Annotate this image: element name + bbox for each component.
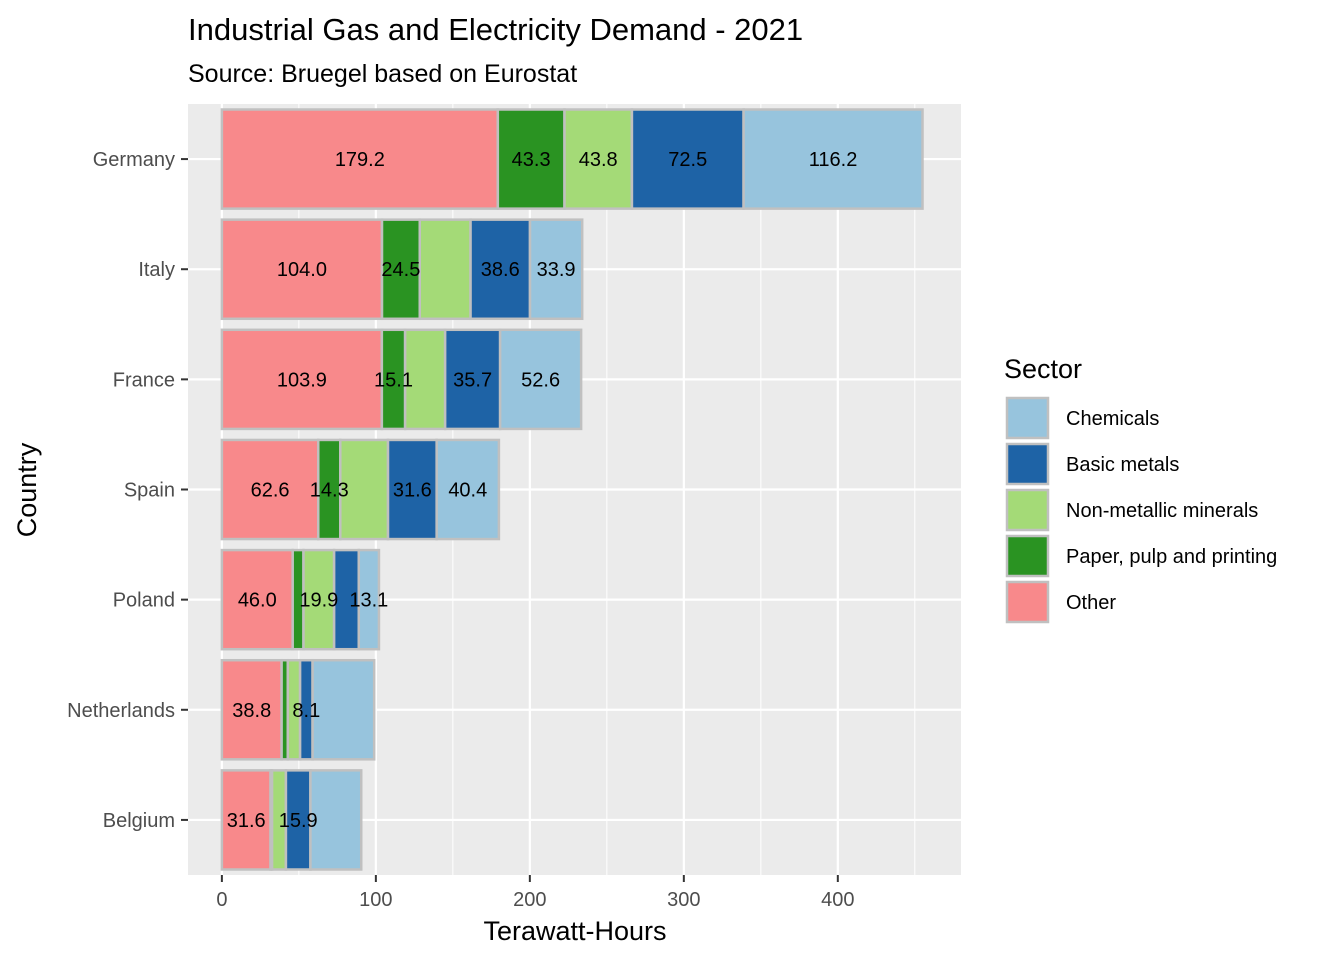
legend-label: Chemicals (1066, 408, 1159, 430)
y-tick-label: Poland (113, 590, 175, 612)
data-label: 38.6 (481, 259, 520, 281)
bar-segment (496, 108, 566, 210)
data-label: 46.0 (238, 590, 277, 612)
legend-key (1005, 580, 1050, 624)
data-label: 40.4 (448, 480, 487, 502)
bar-segment (220, 438, 320, 541)
data-label: 15.1 (374, 369, 413, 391)
bar-segment (220, 328, 384, 431)
y-tick-label: France (113, 369, 175, 391)
legend-label: Basic metals (1066, 454, 1179, 476)
data-label: 62.6 (251, 480, 290, 502)
data-label: 19.9 (299, 590, 338, 612)
data-label: 43.3 (512, 149, 551, 171)
data-label: 14.3 (310, 480, 349, 502)
legend-key (1005, 488, 1050, 532)
data-label: 104.0 (277, 259, 327, 281)
data-label: 43.8 (579, 149, 618, 171)
bar-segment (563, 108, 634, 210)
y-tick-label: Belgium (103, 810, 175, 832)
data-label: 179.2 (335, 149, 385, 171)
bar-segment (220, 769, 272, 871)
y-tick-label: Italy (138, 259, 175, 281)
chart-title: Industrial Gas and Electricity Demand - … (188, 12, 803, 47)
bar-segment (403, 328, 447, 431)
x-tick-label: 0 (216, 889, 227, 911)
data-labels-layer: 179.2 43.3 43.8 72.5 116.2 104.0 24.5 38.6 33.9 1… (227, 149, 858, 832)
y-axis-title: Country (12, 442, 42, 537)
data-label: 38.8 (232, 700, 271, 722)
legend-label: Other (1066, 592, 1116, 614)
bar-segment (339, 438, 390, 541)
bar-segment (309, 769, 363, 871)
data-label: 35.7 (453, 369, 492, 391)
data-label: 24.5 (381, 259, 420, 281)
bars-layer (220, 108, 924, 871)
legend-key (1005, 442, 1050, 486)
bar-segment (418, 218, 472, 321)
bar-segment (220, 218, 384, 321)
data-label: 31.6 (393, 480, 432, 502)
legend-key (1005, 396, 1050, 440)
bar-segment (742, 108, 924, 210)
bar-segment (443, 328, 502, 431)
data-label: 116.2 (809, 149, 858, 171)
legend-key (1005, 534, 1050, 578)
x-axis: 0 100 200 300 400 (216, 875, 855, 911)
bar-segment (220, 548, 294, 651)
bar-segment (311, 658, 376, 761)
chart-subtitle: Source: Bruegel based on Eurostat (188, 60, 577, 88)
bar-segment (498, 328, 583, 431)
y-tick-label: Netherlands (67, 700, 175, 722)
bar-segment (435, 438, 501, 541)
y-axis: Germany Italy France Spain Poland Netherlands… (67, 149, 188, 832)
x-tick-label: 100 (359, 889, 392, 911)
data-label: 103.9 (277, 369, 327, 391)
legend: Chemicals Basic metals Non-metallic minera… (1005, 396, 1277, 624)
data-label: 72.5 (668, 149, 707, 171)
y-tick-label: Spain (124, 480, 175, 502)
bar-segment (357, 548, 381, 651)
data-label: 31.6 (227, 810, 266, 832)
x-tick-label: 400 (821, 889, 854, 911)
bar-segment (332, 548, 361, 651)
data-label: 13.1 (349, 590, 388, 612)
data-label: 8.1 (292, 700, 320, 722)
x-tick-label: 300 (667, 889, 700, 911)
x-axis-title: Terawatt-Hours (483, 916, 666, 946)
bar-segment (386, 438, 438, 541)
legend-label: Paper, pulp and printing (1066, 546, 1277, 568)
legend-title: Sector (1004, 354, 1082, 384)
y-tick-label: Germany (93, 149, 175, 171)
data-label: 33.9 (537, 259, 576, 281)
data-label: 15.9 (279, 810, 318, 832)
bar-segment (220, 658, 283, 761)
bar-segment (528, 218, 584, 321)
legend-label: Non-metallic minerals (1066, 500, 1258, 522)
data-label: 52.6 (521, 369, 560, 391)
bar-segment (220, 108, 500, 210)
x-tick-label: 200 (513, 889, 546, 911)
